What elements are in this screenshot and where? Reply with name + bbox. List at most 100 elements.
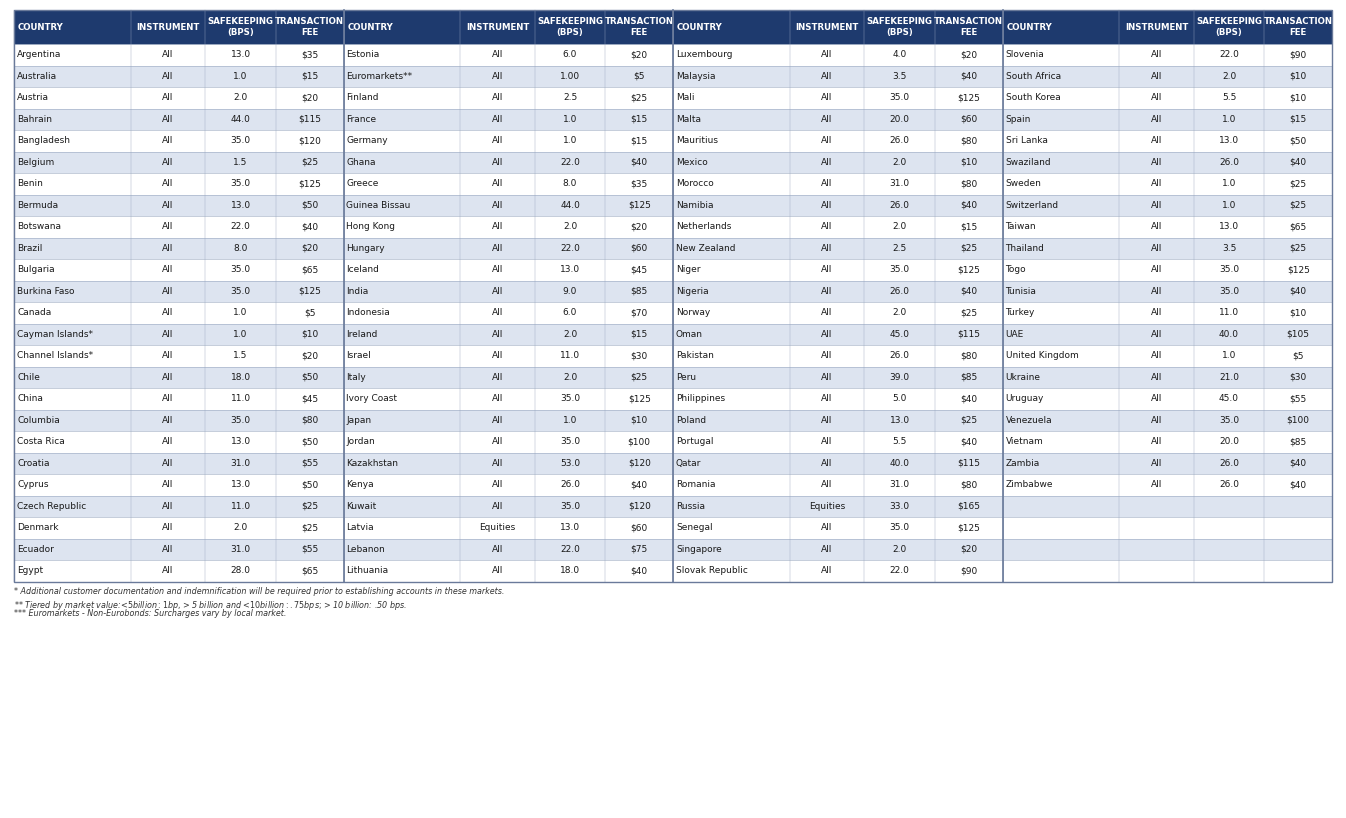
- Text: Zambia: Zambia: [1005, 459, 1039, 468]
- Text: All: All: [821, 308, 833, 317]
- Text: All: All: [821, 115, 833, 124]
- Text: All: All: [821, 179, 833, 188]
- Text: $25: $25: [631, 93, 647, 102]
- Text: All: All: [491, 115, 503, 124]
- Bar: [343, 237, 673, 259]
- Text: Bangladesh: Bangladesh: [17, 137, 70, 146]
- Text: 26.0: 26.0: [1219, 459, 1240, 468]
- Text: $55: $55: [302, 459, 319, 468]
- Text: Singapore: Singapore: [676, 545, 721, 554]
- Text: $15: $15: [302, 72, 319, 81]
- Text: $60: $60: [631, 524, 647, 533]
- Text: All: All: [821, 244, 833, 253]
- Text: Bermuda: Bermuda: [17, 200, 58, 209]
- Text: Switzerland: Switzerland: [1005, 200, 1058, 209]
- Text: Poland: Poland: [676, 416, 707, 425]
- Text: 1.0: 1.0: [563, 115, 577, 124]
- Text: $50: $50: [1289, 137, 1307, 146]
- Text: Morocco: Morocco: [676, 179, 713, 188]
- Text: All: All: [821, 265, 833, 274]
- Text: South Korea: South Korea: [1005, 93, 1061, 102]
- Text: * Additional customer documentation and indemnification will be required prior t: * Additional customer documentation and …: [13, 587, 505, 596]
- Text: $120: $120: [299, 137, 322, 146]
- Text: 3.5: 3.5: [892, 72, 907, 81]
- Text: 9.0: 9.0: [563, 287, 577, 296]
- Text: 1.0: 1.0: [563, 416, 577, 425]
- Text: COUNTRY: COUNTRY: [677, 23, 723, 32]
- Text: $45: $45: [302, 394, 318, 403]
- Text: Uruguay: Uruguay: [1005, 394, 1044, 403]
- Text: All: All: [163, 265, 174, 274]
- Bar: [1003, 388, 1333, 410]
- Bar: [673, 10, 1003, 44]
- Text: Bulgaria: Bulgaria: [17, 265, 55, 274]
- Text: All: All: [1151, 222, 1162, 231]
- Text: All: All: [1151, 158, 1162, 167]
- Text: All: All: [491, 179, 503, 188]
- Text: INSTRUMENT: INSTRUMENT: [795, 23, 859, 32]
- Text: 1.0: 1.0: [1222, 115, 1236, 124]
- Text: 1.0: 1.0: [1222, 200, 1236, 209]
- Bar: [13, 195, 343, 216]
- Text: 2.5: 2.5: [892, 244, 907, 253]
- Text: 22.0: 22.0: [560, 244, 580, 253]
- Bar: [1003, 44, 1333, 65]
- Text: 13.0: 13.0: [560, 524, 580, 533]
- Text: All: All: [821, 287, 833, 296]
- Text: Germany: Germany: [346, 137, 388, 146]
- Text: $50: $50: [302, 200, 319, 209]
- Text: All: All: [491, 351, 503, 360]
- Text: Chile: Chile: [17, 373, 40, 382]
- Bar: [1003, 281, 1333, 302]
- Text: All: All: [491, 93, 503, 102]
- Bar: [343, 388, 673, 410]
- Text: All: All: [1151, 50, 1162, 59]
- Text: $80: $80: [960, 137, 977, 146]
- Text: All: All: [1151, 244, 1162, 253]
- Text: 21.0: 21.0: [1219, 373, 1240, 382]
- Bar: [673, 560, 1003, 582]
- Text: $25: $25: [302, 158, 318, 167]
- Text: Mexico: Mexico: [676, 158, 708, 167]
- Text: $70: $70: [631, 308, 647, 317]
- Text: $15: $15: [960, 222, 977, 231]
- Text: All: All: [1151, 438, 1162, 447]
- Bar: [13, 474, 343, 496]
- Text: All: All: [491, 566, 503, 575]
- Text: 13.0: 13.0: [230, 438, 250, 447]
- Bar: [13, 388, 343, 410]
- Text: $10: $10: [631, 416, 647, 425]
- Text: All: All: [491, 200, 503, 209]
- Bar: [343, 195, 673, 216]
- Bar: [1003, 237, 1333, 259]
- Text: 31.0: 31.0: [890, 480, 910, 489]
- Bar: [1003, 87, 1333, 109]
- Text: $120: $120: [627, 459, 650, 468]
- Text: All: All: [821, 394, 833, 403]
- Bar: [673, 323, 1003, 345]
- Text: $100: $100: [627, 438, 650, 447]
- Text: India: India: [346, 287, 369, 296]
- Text: $75: $75: [631, 545, 647, 554]
- Text: 18.0: 18.0: [230, 373, 250, 382]
- Text: All: All: [821, 330, 833, 339]
- Bar: [13, 431, 343, 452]
- Text: Brazil: Brazil: [17, 244, 42, 253]
- Text: 39.0: 39.0: [890, 373, 910, 382]
- Text: All: All: [163, 480, 174, 489]
- Text: INSTRUMENT: INSTRUMENT: [136, 23, 199, 32]
- Text: All: All: [1151, 480, 1162, 489]
- Bar: [13, 130, 343, 151]
- Text: All: All: [821, 72, 833, 81]
- Bar: [13, 366, 343, 388]
- Text: 8.0: 8.0: [233, 244, 248, 253]
- Text: 1.0: 1.0: [563, 137, 577, 146]
- Text: 44.0: 44.0: [560, 200, 580, 209]
- Text: Cayman Islands*: Cayman Islands*: [17, 330, 93, 339]
- Text: 13.0: 13.0: [230, 200, 250, 209]
- Text: 13.0: 13.0: [230, 480, 250, 489]
- Text: 35.0: 35.0: [1219, 265, 1240, 274]
- Text: Luxembourg: Luxembourg: [676, 50, 732, 59]
- Text: New Zealand: New Zealand: [676, 244, 735, 253]
- Text: Italy: Italy: [346, 373, 366, 382]
